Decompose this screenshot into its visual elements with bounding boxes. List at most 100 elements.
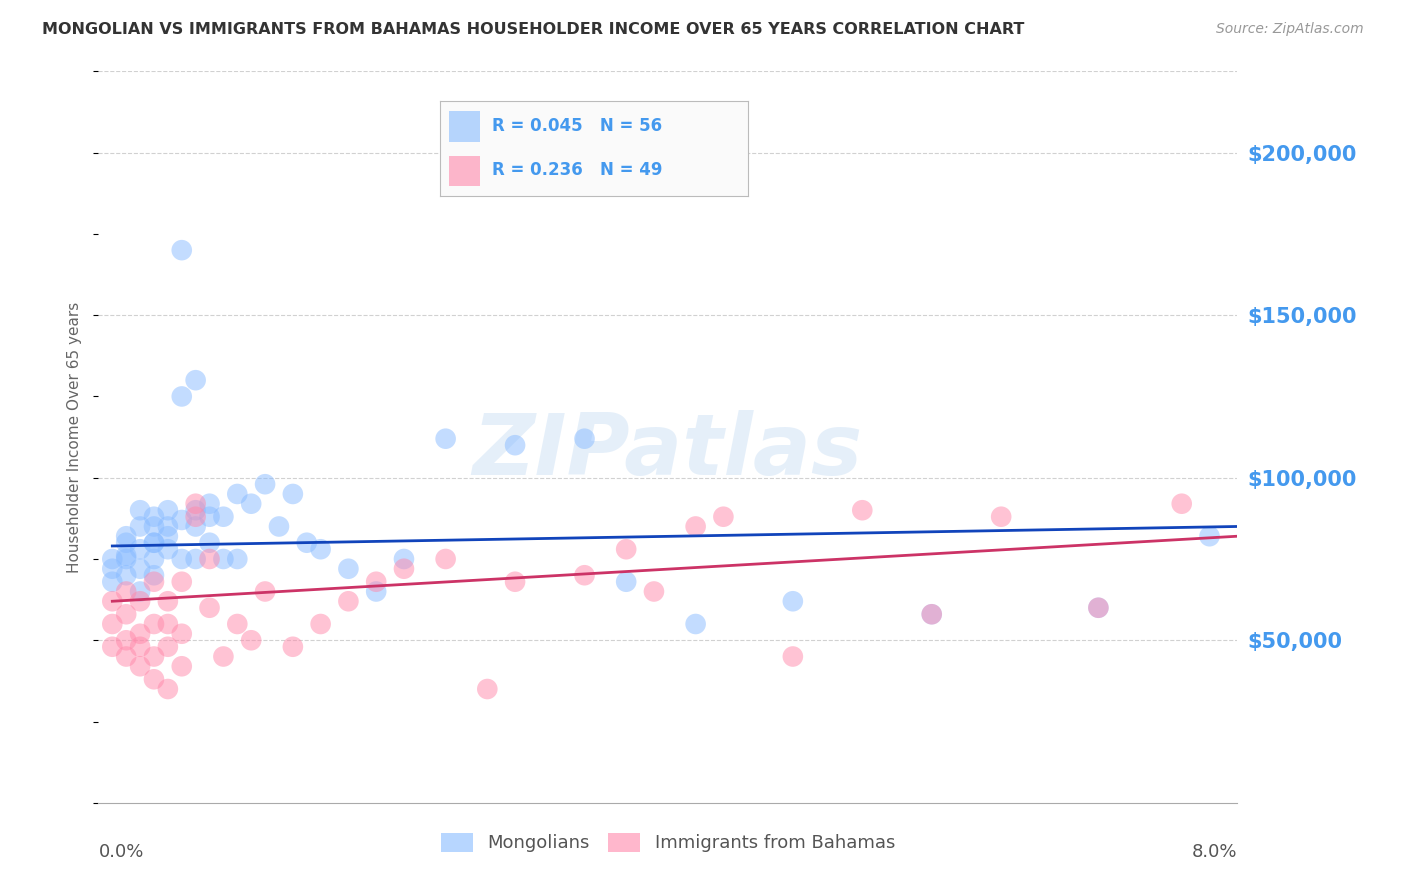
Point xyxy=(143,519,166,533)
Point xyxy=(143,617,166,632)
Point xyxy=(143,673,166,687)
Point xyxy=(212,509,235,524)
Point xyxy=(101,617,124,632)
Point xyxy=(990,509,1012,524)
Point xyxy=(782,649,804,664)
Point xyxy=(129,562,152,576)
Point xyxy=(198,509,221,524)
Point xyxy=(101,640,124,654)
Point xyxy=(184,373,207,387)
Point xyxy=(170,389,193,403)
Point xyxy=(921,607,943,622)
Y-axis label: Householder Income Over 65 years: Householder Income Over 65 years xyxy=(67,301,83,573)
Point xyxy=(129,542,152,557)
Text: 8.0%: 8.0% xyxy=(1192,843,1237,861)
Point xyxy=(115,529,138,543)
Point xyxy=(254,584,277,599)
Point xyxy=(156,542,179,557)
Point xyxy=(198,600,221,615)
Point xyxy=(101,562,124,576)
Point xyxy=(212,552,235,566)
Point xyxy=(574,568,596,582)
Point xyxy=(1170,497,1192,511)
Point xyxy=(198,552,221,566)
Point xyxy=(129,503,152,517)
Point xyxy=(184,519,207,533)
Point xyxy=(101,574,124,589)
Point xyxy=(170,552,193,566)
Point xyxy=(309,542,332,557)
Point xyxy=(434,552,457,566)
Point xyxy=(115,552,138,566)
Point xyxy=(156,640,179,654)
Point xyxy=(574,432,596,446)
Point xyxy=(198,535,221,549)
Point xyxy=(143,535,166,549)
Point xyxy=(685,617,707,632)
Point xyxy=(143,535,166,549)
Point xyxy=(101,594,124,608)
Point xyxy=(503,438,526,452)
Point xyxy=(503,574,526,589)
Point xyxy=(1087,600,1109,615)
Point xyxy=(240,497,263,511)
Point xyxy=(156,681,179,696)
Text: 0.0%: 0.0% xyxy=(98,843,143,861)
Point xyxy=(115,535,138,549)
Point xyxy=(156,617,179,632)
Point xyxy=(614,542,637,557)
Point xyxy=(129,584,152,599)
Point xyxy=(240,633,263,648)
Point xyxy=(1087,600,1109,615)
Point xyxy=(156,529,179,543)
Point xyxy=(143,552,166,566)
Point xyxy=(851,503,873,517)
Point xyxy=(392,562,415,576)
Point xyxy=(1198,529,1220,543)
Point xyxy=(226,552,249,566)
Point xyxy=(129,594,152,608)
Text: ZIPatlas: ZIPatlas xyxy=(472,410,863,493)
Point xyxy=(143,568,166,582)
Point xyxy=(184,509,207,524)
Point xyxy=(143,509,166,524)
Point xyxy=(713,509,735,524)
Point xyxy=(392,552,415,566)
Point xyxy=(115,568,138,582)
Point xyxy=(921,607,943,622)
Point xyxy=(115,633,138,648)
Point xyxy=(226,487,249,501)
Text: MONGOLIAN VS IMMIGRANTS FROM BAHAMAS HOUSEHOLDER INCOME OVER 65 YEARS CORRELATIO: MONGOLIAN VS IMMIGRANTS FROM BAHAMAS HOU… xyxy=(42,22,1025,37)
Point xyxy=(156,519,179,533)
Point xyxy=(477,681,499,696)
Text: Source: ZipAtlas.com: Source: ZipAtlas.com xyxy=(1216,22,1364,37)
Point xyxy=(129,519,152,533)
Point xyxy=(115,649,138,664)
Point xyxy=(156,594,179,608)
Point xyxy=(143,649,166,664)
Point xyxy=(170,574,193,589)
Point xyxy=(782,594,804,608)
Point xyxy=(281,640,304,654)
Point xyxy=(643,584,665,599)
Point xyxy=(309,617,332,632)
Point xyxy=(226,617,249,632)
Point xyxy=(434,432,457,446)
Point xyxy=(198,497,221,511)
Point xyxy=(337,562,360,576)
Point xyxy=(170,243,193,257)
Point xyxy=(143,574,166,589)
Point xyxy=(337,594,360,608)
Point xyxy=(295,535,318,549)
Point xyxy=(170,626,193,640)
Point xyxy=(366,574,388,589)
Point xyxy=(614,574,637,589)
Point xyxy=(184,503,207,517)
Point xyxy=(685,519,707,533)
Legend: Mongolians, Immigrants from Bahamas: Mongolians, Immigrants from Bahamas xyxy=(433,826,903,860)
Point xyxy=(366,584,388,599)
Point xyxy=(170,513,193,527)
Point xyxy=(115,584,138,599)
Point xyxy=(212,649,235,664)
Point xyxy=(115,549,138,563)
